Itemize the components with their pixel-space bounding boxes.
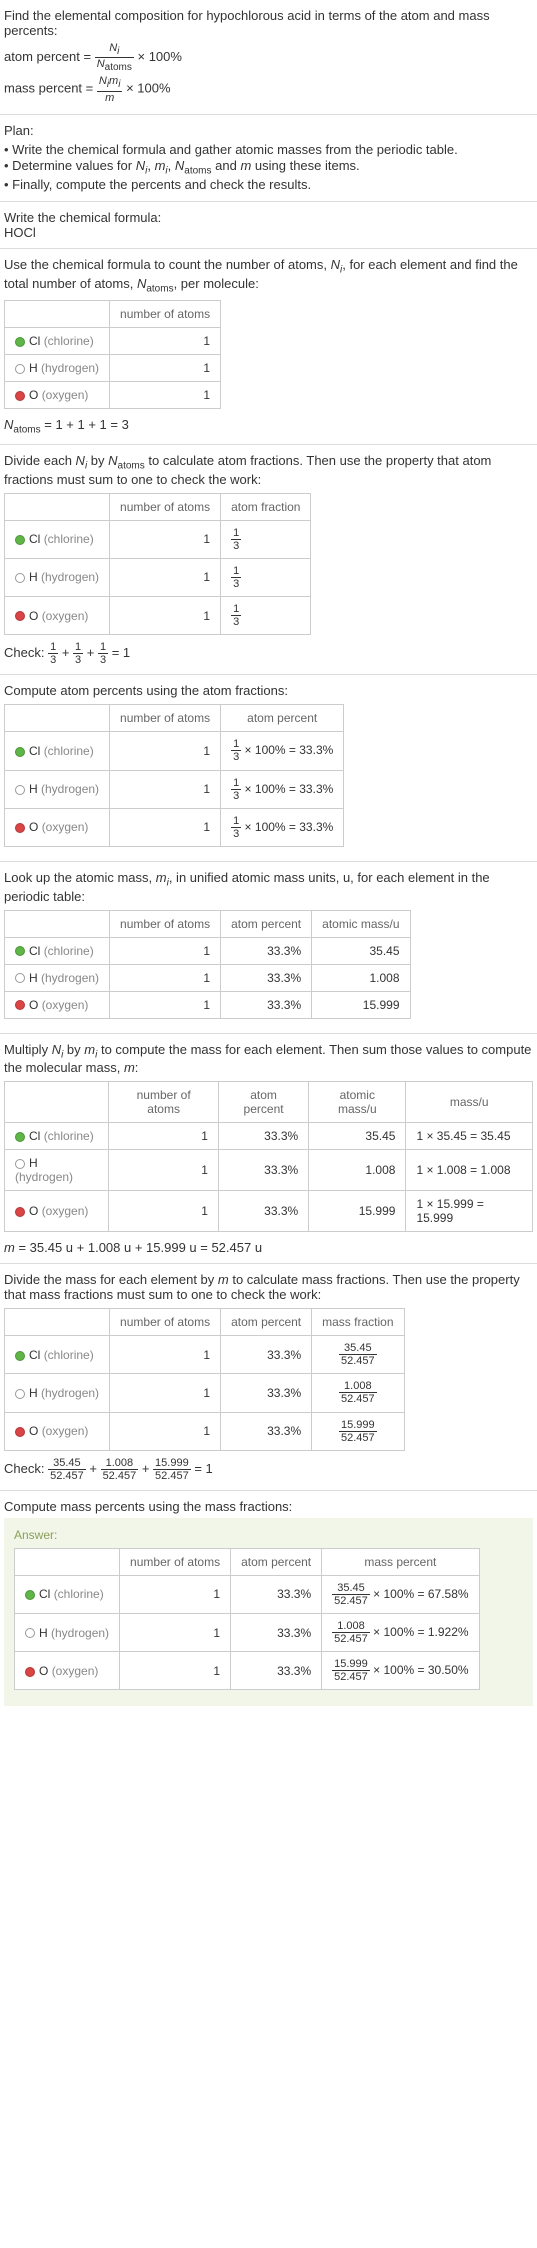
mass-percent-formula: mass percent = Nimim × 100%: [4, 75, 533, 103]
hydrogen-dot-icon: [15, 1389, 25, 1399]
table-row: Cl (chlorine)113: [5, 520, 311, 558]
formula-section: Write the chemical formula: HOCl: [0, 202, 537, 249]
answer-table: number of atomsatom percentmass percent …: [14, 1548, 480, 1691]
table-row: H (hydrogen)113: [5, 558, 311, 596]
atom-fractions-check: Check: 13 + 13 + 13 = 1: [4, 641, 533, 666]
chlorine-dot-icon: [15, 535, 25, 545]
table-row: Cl (chlorine)1: [5, 328, 221, 355]
table-row: Cl (chlorine)133.3%35.451 × 35.45 = 35.4…: [5, 1123, 533, 1150]
table-row: H (hydrogen)113 × 100% = 33.3%: [5, 770, 344, 808]
mass-fractions-check: Check: 35.4552.457 + 1.00852.457 + 15.99…: [4, 1457, 533, 1482]
oxygen-dot-icon: [15, 1427, 25, 1437]
plan-item: • Write the chemical formula and gather …: [4, 142, 533, 157]
chlorine-dot-icon: [15, 1351, 25, 1361]
chlorine-dot-icon: [15, 747, 25, 757]
oxygen-dot-icon: [15, 823, 25, 833]
table-row: O (oxygen)113 × 100% = 33.3%: [5, 808, 344, 846]
mass-calc-table: number of atomsatom percentatomic mass/u…: [4, 1081, 533, 1232]
plan-item: • Determine values for Ni, mi, Natoms an…: [4, 158, 533, 177]
mass-fractions-table: number of atomsatom percentmass fraction…: [4, 1308, 405, 1451]
intro-section: Find the elemental composition for hypoc…: [0, 0, 537, 115]
oxygen-dot-icon: [15, 1207, 25, 1217]
table-row: O (oxygen)133.3%15.99952.457 × 100% = 30…: [15, 1652, 480, 1690]
atom-percents-section: Compute atom percents using the atom fra…: [0, 675, 537, 862]
natoms-result: Natoms = 1 + 1 + 1 = 3: [4, 417, 533, 436]
table-row: O (oxygen)133.3%15.999: [5, 991, 411, 1018]
table-row: H (hydrogen)133.3%1.0081 × 1.008 = 1.008: [5, 1150, 533, 1191]
hydrogen-dot-icon: [15, 785, 25, 795]
plan-section: Plan: • Write the chemical formula and g…: [0, 115, 537, 203]
plan-item: • Finally, compute the percents and chec…: [4, 177, 533, 192]
table-row: H (hydrogen)1: [5, 355, 221, 382]
chlorine-dot-icon: [15, 337, 25, 347]
count-atoms-section: Use the chemical formula to count the nu…: [0, 249, 537, 445]
hydrogen-dot-icon: [25, 1628, 35, 1638]
oxygen-dot-icon: [15, 1000, 25, 1010]
table-row: Cl (chlorine)113 × 100% = 33.3%: [5, 732, 344, 770]
mass-fractions-section: Divide the mass for each element by m to…: [0, 1264, 537, 1491]
atom-fractions-table: number of atomsatom fraction Cl (chlorin…: [4, 493, 311, 636]
chlorine-dot-icon: [15, 946, 25, 956]
atom-percent-formula: atom percent = NiNatoms × 100%: [4, 42, 533, 73]
oxygen-dot-icon: [25, 1667, 35, 1677]
oxygen-dot-icon: [15, 391, 25, 401]
hydrogen-dot-icon: [15, 364, 25, 374]
table-row: Cl (chlorine)133.3%35.4552.457 × 100% = …: [15, 1575, 480, 1613]
atomic-mass-section: Look up the atomic mass, mi, in unified …: [0, 862, 537, 1034]
mass-calc-section: Multiply Ni by mi to compute the mass fo…: [0, 1034, 537, 1265]
table-row: O (oxygen)113: [5, 597, 311, 635]
mass-total: m = 35.45 u + 1.008 u + 15.999 u = 52.45…: [4, 1240, 533, 1255]
chlorine-dot-icon: [15, 1132, 25, 1142]
atom-percents-text: Compute atom percents using the atom fra…: [4, 683, 533, 698]
table-row: Cl (chlorine)133.3%35.45: [5, 937, 411, 964]
atom-percents-table: number of atomsatom percent Cl (chlorine…: [4, 704, 344, 847]
answer-box: Answer: number of atomsatom percentmass …: [4, 1518, 533, 1707]
hydrogen-dot-icon: [15, 573, 25, 583]
formula-value: HOCl: [4, 225, 533, 240]
table-row: H (hydrogen)133.3%1.00852.457: [5, 1374, 405, 1412]
mass-percents-text: Compute mass percents using the mass fra…: [4, 1499, 533, 1514]
table-row: Cl (chlorine)133.3%35.4552.457: [5, 1336, 405, 1374]
formula-prompt: Write the chemical formula:: [4, 210, 533, 225]
table-row: O (oxygen)133.3%15.99952.457: [5, 1412, 405, 1450]
mass-calc-text: Multiply Ni by mi to compute the mass fo…: [4, 1042, 533, 1076]
oxygen-dot-icon: [15, 611, 25, 621]
plan-title: Plan:: [4, 123, 533, 138]
hydrogen-dot-icon: [15, 973, 25, 983]
intro-text: Find the elemental composition for hypoc…: [4, 8, 533, 38]
plan-list: • Write the chemical formula and gather …: [4, 142, 533, 193]
atomic-mass-table: number of atomsatom percentatomic mass/u…: [4, 910, 411, 1019]
table-row: O (oxygen)1: [5, 382, 221, 409]
atom-fractions-text: Divide each Ni by Natoms to calculate at…: [4, 453, 533, 487]
chlorine-dot-icon: [25, 1590, 35, 1600]
table-row: H (hydrogen)133.3%1.00852.457 × 100% = 1…: [15, 1614, 480, 1652]
mass-percents-section: Compute mass percents using the mass fra…: [0, 1491, 537, 1715]
atom-fractions-section: Divide each Ni by Natoms to calculate at…: [0, 445, 537, 675]
hydrogen-dot-icon: [15, 1159, 25, 1169]
answer-label: Answer:: [14, 1528, 523, 1542]
count-atoms-text: Use the chemical formula to count the nu…: [4, 257, 533, 294]
atomic-mass-text: Look up the atomic mass, mi, in unified …: [4, 870, 533, 904]
count-atoms-table: number of atoms Cl (chlorine)1 H (hydrog…: [4, 300, 221, 409]
table-row: O (oxygen)133.3%15.9991 × 15.999 = 15.99…: [5, 1191, 533, 1232]
table-row: H (hydrogen)133.3%1.008: [5, 964, 411, 991]
mass-fractions-text: Divide the mass for each element by m to…: [4, 1272, 533, 1302]
